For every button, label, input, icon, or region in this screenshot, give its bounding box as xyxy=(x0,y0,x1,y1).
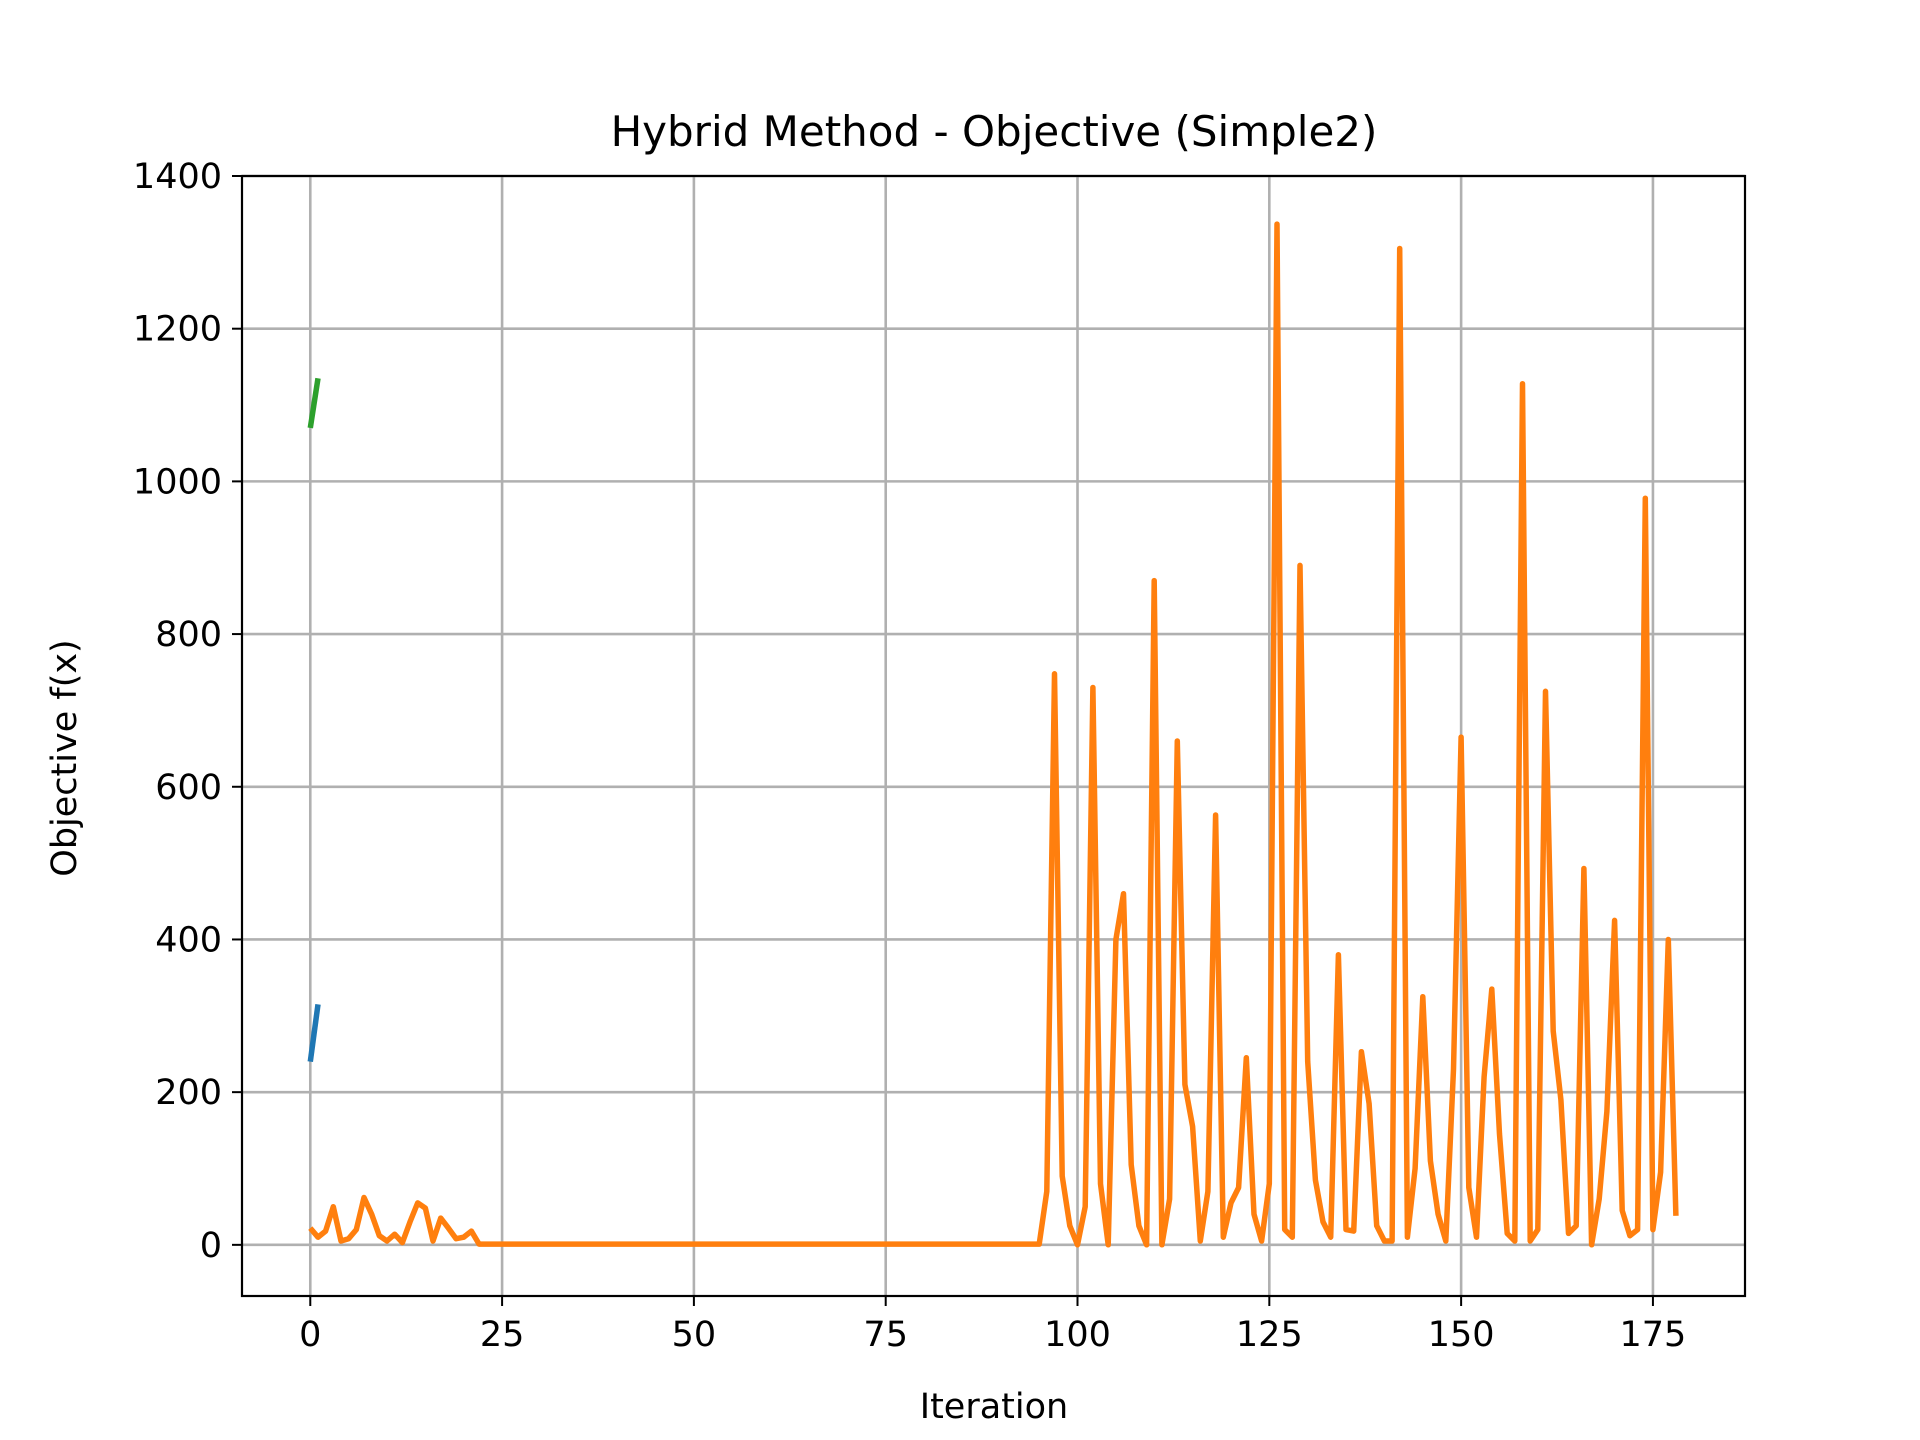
series-lines xyxy=(307,221,1679,1248)
y-tick-label: 400 xyxy=(155,920,222,960)
grid-lines xyxy=(242,174,1745,1296)
y-tick-label: 1000 xyxy=(133,462,222,502)
axis-ticks: 0 25 50 75 100 125 150 175 0 200 400 600 800 1000 1200… xyxy=(133,157,1686,1355)
y-tick-label: 0 xyxy=(200,1226,222,1266)
x-tick-label: 175 xyxy=(1620,1315,1687,1355)
y-tick-label: 1400 xyxy=(133,157,222,197)
y-tick-label: 1200 xyxy=(133,310,222,350)
x-tick-label: 0 xyxy=(299,1315,321,1355)
x-tick-label: 75 xyxy=(863,1315,908,1355)
y-tick-label: 600 xyxy=(155,768,222,808)
series-line-2 xyxy=(308,221,1679,1248)
x-tick-label: 125 xyxy=(1236,1315,1303,1355)
plot-frame xyxy=(240,174,1747,1298)
x-tick-label: 50 xyxy=(672,1315,717,1355)
y-axis-title: Objective f(x) xyxy=(45,639,85,876)
y-tick-label: 200 xyxy=(155,1073,222,1113)
x-tick-label: 100 xyxy=(1044,1315,1111,1355)
series-line-1 xyxy=(307,1004,321,1062)
y-tick-label: 800 xyxy=(155,615,222,655)
series-line-3 xyxy=(307,377,321,429)
x-tick-label: 150 xyxy=(1428,1315,1495,1355)
x-axis-title: Iteration xyxy=(920,1387,1068,1427)
x-tick-label: 25 xyxy=(480,1315,525,1355)
chart-title: Hybrid Method - Objective (Simple2) xyxy=(611,107,1378,156)
